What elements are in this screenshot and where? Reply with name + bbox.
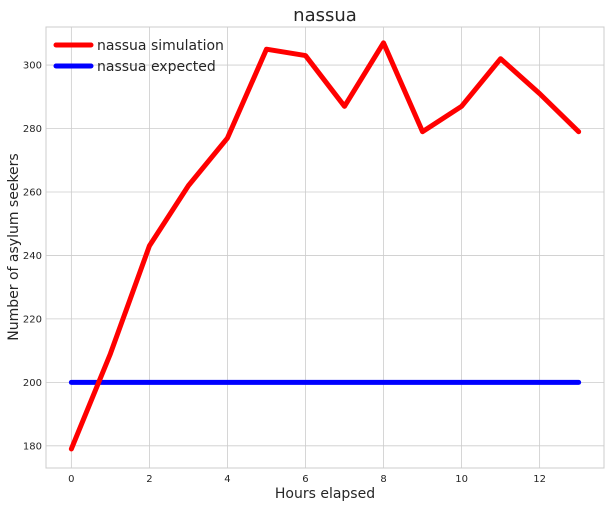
y-tick-label: 180 (23, 441, 42, 452)
x-tick-label: 6 (302, 474, 308, 485)
x-tick-label: 4 (224, 474, 230, 485)
x-tick-label: 12 (533, 474, 546, 485)
x-tick-label: 0 (68, 474, 74, 485)
x-axis-label: Hours elapsed (275, 486, 375, 502)
x-tick-label: 10 (455, 474, 468, 485)
legend-label-expected: nassua expected (97, 59, 216, 75)
x-tick-label: 2 (146, 474, 152, 485)
y-tick-label: 260 (23, 187, 42, 198)
y-axis-label: Number of asylum seekers (6, 153, 22, 340)
y-tick-label: 280 (23, 124, 42, 135)
y-tick-label: 200 (23, 378, 42, 389)
y-tick-label: 220 (23, 314, 42, 325)
legend: nassua simulation nassua expected (53, 38, 224, 75)
y-tick-label: 240 (23, 251, 42, 262)
y-tick-label: 300 (23, 61, 42, 72)
plot-area (45, 26, 605, 469)
series-line-nassua-simulation (68, 40, 582, 452)
series-lines (68, 40, 582, 452)
legend-label-simulation: nassua simulation (97, 38, 224, 54)
tick-labels: 0 2 4 6 8 10 12 180 200 220 240 260 280 300 (23, 61, 546, 485)
chart-title: nassua (293, 5, 357, 26)
x-tick-label: 8 (380, 474, 386, 485)
